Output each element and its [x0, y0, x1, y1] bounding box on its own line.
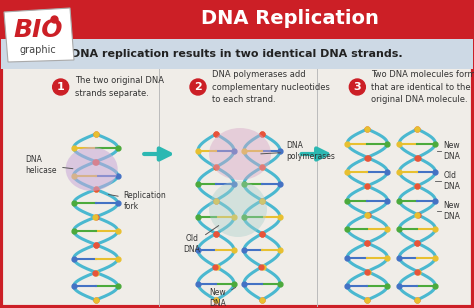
Text: 2: 2 [194, 82, 202, 92]
Ellipse shape [66, 147, 118, 191]
Text: DNA Replication: DNA Replication [201, 9, 379, 27]
Text: DNA polymerases add
complementary nucleotides
to each strand.: DNA polymerases add complementary nucleo… [212, 70, 330, 104]
Text: 1: 1 [57, 82, 64, 92]
Circle shape [53, 79, 69, 95]
Ellipse shape [209, 128, 271, 180]
Ellipse shape [209, 181, 267, 237]
Text: BIO: BIO [13, 18, 63, 42]
Text: The two original DNA
strands separate.: The two original DNA strands separate. [75, 76, 164, 98]
Text: Replication
fork: Replication fork [109, 191, 166, 211]
Text: DNA replication results in two identical DNA strands.: DNA replication results in two identical… [71, 49, 403, 59]
Text: Old
DNA: Old DNA [183, 225, 219, 254]
Text: Old
DNA: Old DNA [443, 171, 460, 191]
Text: New
DNA: New DNA [443, 201, 460, 221]
Text: graphic: graphic [19, 45, 56, 55]
Text: New
DNA: New DNA [210, 287, 236, 308]
FancyBboxPatch shape [1, 39, 473, 69]
Circle shape [190, 79, 206, 95]
Text: DNA
polymerases: DNA polymerases [261, 141, 335, 161]
Polygon shape [4, 8, 74, 62]
FancyBboxPatch shape [1, 1, 473, 39]
Text: New
DNA: New DNA [443, 141, 460, 161]
Text: 3: 3 [354, 82, 361, 92]
Circle shape [349, 79, 365, 95]
Text: Two DNA molecules form
that are identical to the
original DNA molecule.: Two DNA molecules form that are identica… [371, 70, 474, 104]
Text: DNA
helicase: DNA helicase [26, 155, 73, 175]
